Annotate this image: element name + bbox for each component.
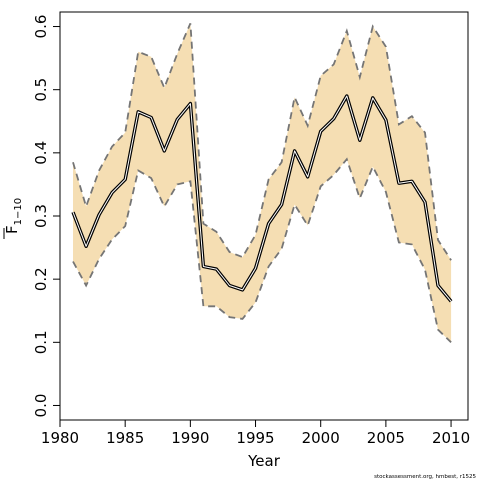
- confidence-band-layer: [73, 23, 452, 343]
- x-tick-label: 2010: [432, 429, 470, 447]
- x-axis: 1980 1985 1990 1995 2000 2005 2010: [41, 420, 470, 447]
- y-tick-label: 0.4: [32, 141, 50, 165]
- x-axis-title: Year: [247, 452, 281, 470]
- x-tick-label: 1985: [106, 429, 144, 447]
- x-tick-label: 2005: [367, 429, 405, 447]
- y-tick-label: 0.5: [32, 78, 50, 102]
- lower-bound-line: [72, 157, 452, 343]
- upper-bound-line: [72, 23, 452, 261]
- y-axis: 0.0 0.1 0.2 0.3 0.4 0.5 0.6: [32, 15, 60, 418]
- y-axis-title-subscript: 1−10: [13, 198, 24, 225]
- svg-text:F1−10: F1−10: [3, 198, 24, 234]
- series-layer: [71, 23, 453, 343]
- credit-text: stockassessment.org, hmbest, r1525: [374, 474, 476, 480]
- y-tick-label: 0.2: [32, 267, 50, 291]
- y-tick-label: 0.3: [32, 204, 50, 228]
- y-axis-title: F1−10: [3, 198, 24, 239]
- y-tick-label: 0.6: [32, 15, 50, 39]
- estimate-line-core: [72, 95, 452, 302]
- x-tick-label: 1980: [41, 429, 79, 447]
- x-tick-label: 2000: [302, 429, 340, 447]
- confidence-band: [73, 23, 452, 343]
- y-axis-title-main: F: [3, 225, 21, 234]
- x-tick-label: 1990: [171, 429, 209, 447]
- y-tick-label: 0.1: [32, 330, 50, 354]
- x-tick-label: 1995: [236, 429, 274, 447]
- y-tick-label: 0.0: [32, 394, 50, 418]
